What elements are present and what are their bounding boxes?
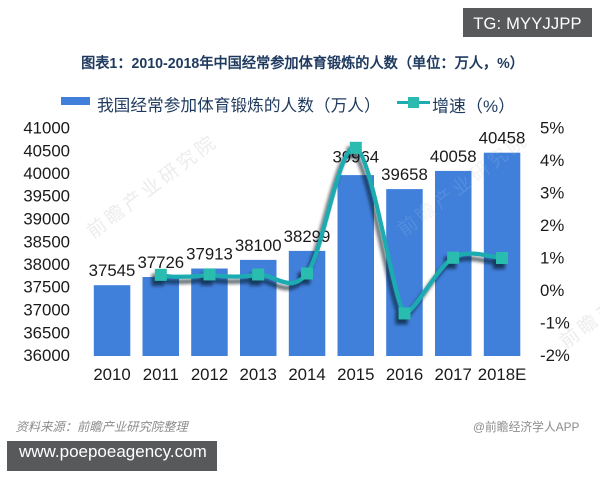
svg-text:1%: 1%	[540, 249, 564, 268]
svg-text:38100: 38100	[235, 236, 282, 255]
svg-text:2013: 2013	[240, 365, 277, 384]
svg-text:40000: 40000	[23, 164, 70, 183]
svg-text:36000: 36000	[23, 346, 70, 365]
svg-text:37000: 37000	[23, 301, 70, 320]
svg-text:2011: 2011	[143, 365, 179, 384]
svg-text:40500: 40500	[23, 141, 70, 160]
svg-text:-1%: -1%	[540, 314, 570, 333]
svg-text:40458: 40458	[479, 129, 526, 148]
svg-text:36500: 36500	[23, 323, 70, 342]
svg-text:-2%: -2%	[540, 346, 570, 365]
svg-text:37913: 37913	[186, 245, 233, 264]
svg-text:前瞻产业研究院: 前瞻产业研究院	[83, 130, 223, 243]
svg-text:2%: 2%	[540, 216, 564, 235]
svg-text:39658: 39658	[381, 165, 428, 184]
svg-text:2010: 2010	[93, 365, 130, 384]
svg-text:3%: 3%	[540, 184, 564, 203]
svg-text:2016: 2016	[386, 365, 423, 384]
svg-text:37726: 37726	[137, 253, 184, 272]
svg-text:39500: 39500	[23, 187, 70, 206]
svg-text:40058: 40058	[430, 147, 477, 166]
svg-text:0%: 0%	[540, 281, 564, 300]
svg-text:38000: 38000	[23, 255, 70, 274]
svg-text:41000: 41000	[23, 119, 70, 138]
svg-text:2017: 2017	[435, 365, 472, 384]
svg-text:38500: 38500	[23, 232, 70, 251]
svg-text:4%: 4%	[540, 151, 564, 170]
svg-text:37500: 37500	[23, 278, 70, 297]
svg-text:2012: 2012	[191, 365, 228, 384]
svg-text:5%: 5%	[540, 119, 564, 138]
svg-text:2014: 2014	[288, 365, 325, 384]
svg-text:39000: 39000	[23, 210, 70, 229]
svg-text:2018E: 2018E	[478, 365, 527, 384]
svg-text:37545: 37545	[89, 261, 136, 280]
svg-text:2015: 2015	[337, 365, 374, 384]
